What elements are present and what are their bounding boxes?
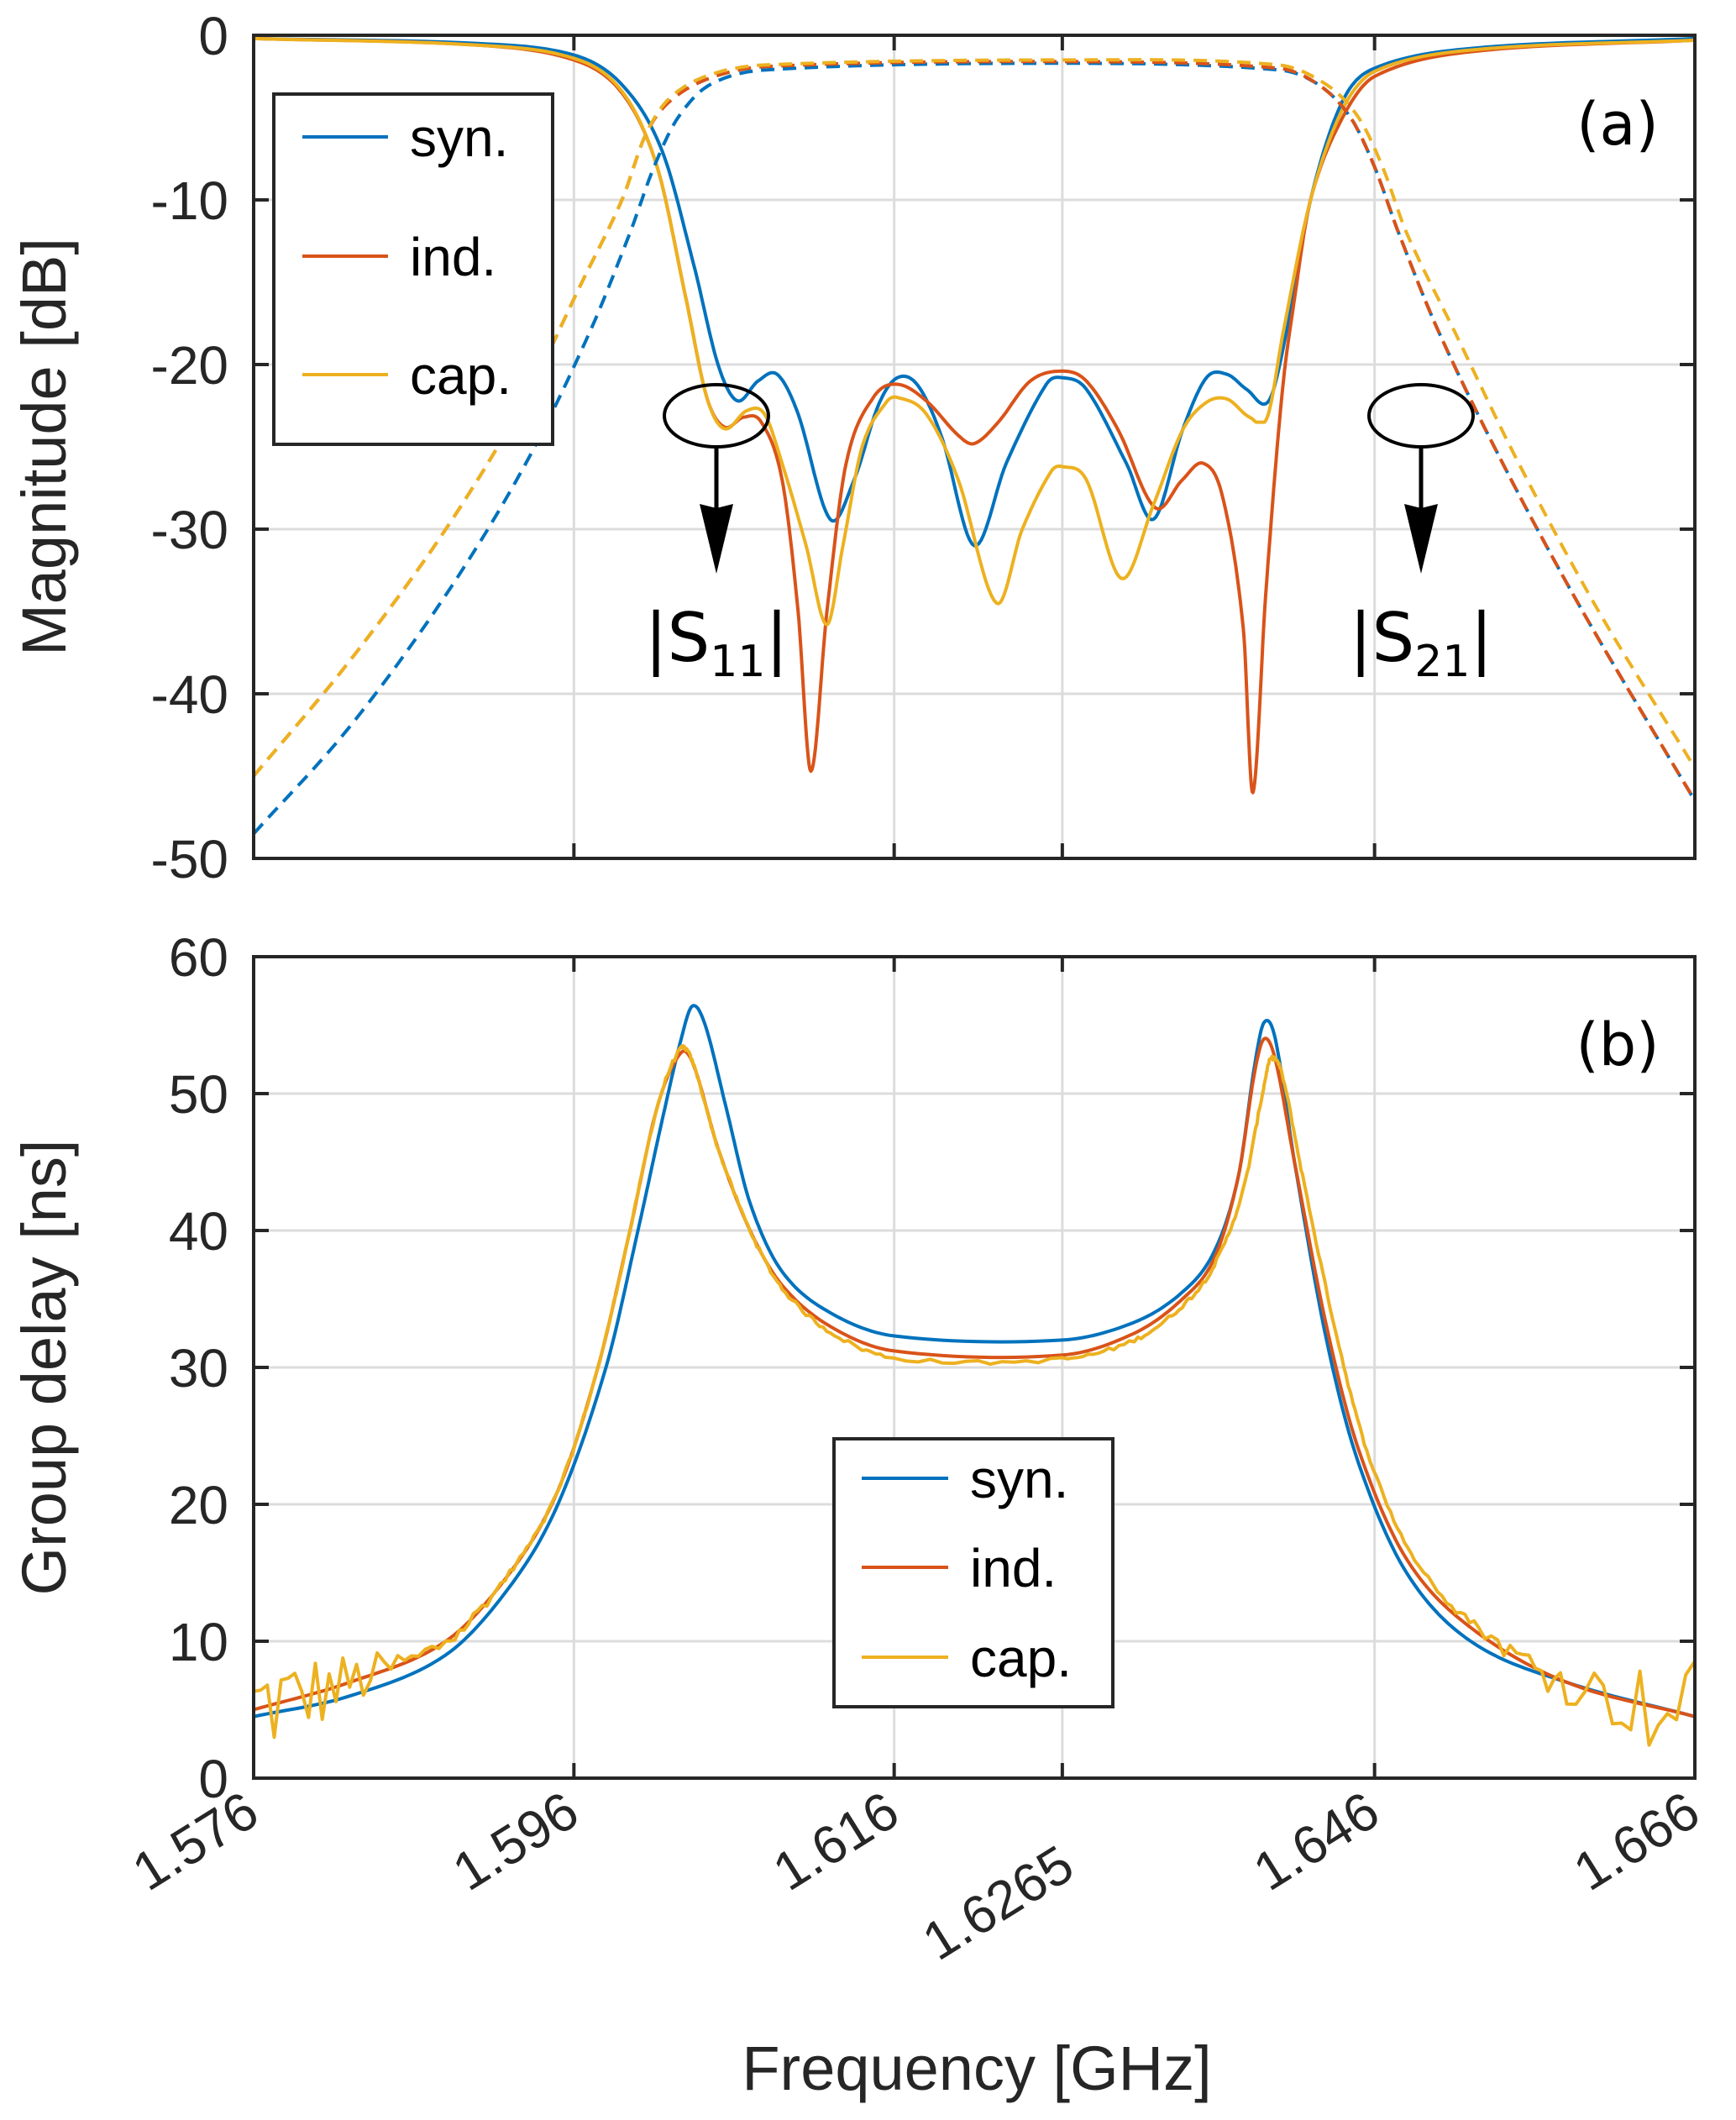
s11-arrow-head-icon xyxy=(700,504,733,574)
y-tick-label: 20 xyxy=(169,1475,228,1535)
x-axis-title: Frequency [GHz] xyxy=(742,2033,1211,2103)
series-line-syn xyxy=(254,1004,1695,1719)
legend-label-cap: cap. xyxy=(970,1628,1072,1688)
y-tick-label: 40 xyxy=(169,1201,228,1262)
y-axis-title-group-delay: Group delay [ns] xyxy=(9,1140,79,1596)
s11-label: |S11| xyxy=(645,599,789,687)
y-tick-label: 30 xyxy=(169,1338,228,1398)
x-tick-labels: 1.576 1.596 1.616 1.6265 1.646 1.666 xyxy=(122,1780,1709,1972)
y-tick-label: -20 xyxy=(151,335,229,396)
x-tick-label: 1.6265 xyxy=(912,1834,1083,1972)
y-tick-label: -10 xyxy=(151,171,229,231)
s21-label: |S21| xyxy=(1350,599,1493,687)
x-tick-label: 1.576 xyxy=(122,1780,268,1902)
y-tick-label: 50 xyxy=(169,1064,228,1125)
legend-label-ind: ind. xyxy=(970,1538,1057,1598)
legend: syn. ind. cap. xyxy=(272,92,554,446)
y-axis-title-magnitude: Magnitude [dB] xyxy=(9,238,79,656)
y-tick-label: 0 xyxy=(198,1749,228,1809)
group-delay-plot: 0 10 20 30 40 50 60 syn. ind. cap. (b) Group d… xyxy=(9,927,1697,1809)
series-line-cap-s11 xyxy=(254,36,1695,627)
legend-box xyxy=(832,1437,1115,1708)
panel-label-a: (a) xyxy=(1576,90,1659,159)
y-tick-label: -40 xyxy=(151,664,229,725)
series-group xyxy=(254,1004,1695,1747)
x-tick-label: 1.646 xyxy=(1243,1780,1389,1902)
legend-label-syn: syn. xyxy=(970,1449,1068,1509)
legend: syn. ind. cap. xyxy=(832,1437,1115,1708)
y-tick-label: -50 xyxy=(151,829,229,889)
annotations: |S11| |S21| xyxy=(645,383,1493,687)
ticks: 0 -10 -20 -30 -40 -50 xyxy=(151,6,1697,889)
series-line-cap xyxy=(254,1043,1695,1747)
legend-label-ind: ind. xyxy=(410,227,496,287)
legend-label-cap: cap. xyxy=(410,345,511,406)
x-tick-label: 1.616 xyxy=(763,1780,909,1902)
s21-arrow-head-icon xyxy=(1404,504,1438,574)
legend-box xyxy=(272,92,554,446)
y-tick-label: 10 xyxy=(169,1612,228,1672)
x-tick-label: 1.666 xyxy=(1563,1780,1709,1902)
y-tick-label: -30 xyxy=(151,500,229,560)
panel-label-b: (b) xyxy=(1576,1010,1659,1079)
ticks: 0 10 20 30 40 50 60 xyxy=(169,927,1697,1809)
magnitude-plot: |S11| |S21| 0 -10 -20 -30 -40 -50 syn. ind. c… xyxy=(9,6,1697,889)
y-tick-label: 0 xyxy=(198,6,228,66)
y-tick-label: 60 xyxy=(169,927,228,988)
x-tick-label: 1.596 xyxy=(443,1780,589,1902)
legend-label-syn: syn. xyxy=(410,108,508,168)
axes-box xyxy=(252,34,1697,860)
